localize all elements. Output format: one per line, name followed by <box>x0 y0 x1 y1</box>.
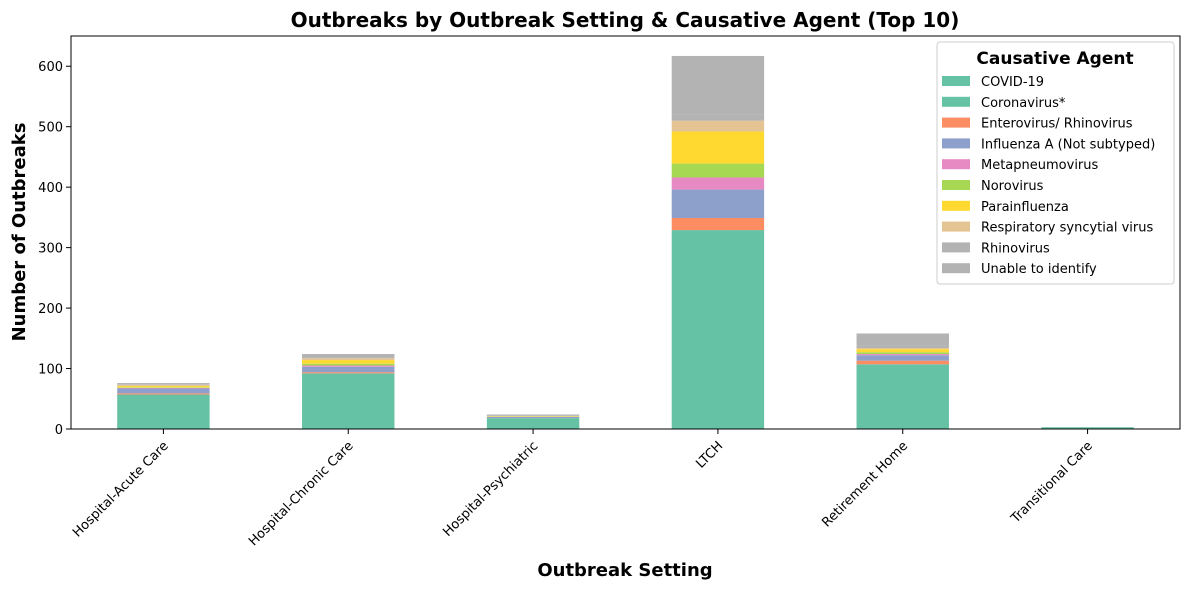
legend-label: Norovirus <box>981 179 1044 194</box>
legend-label: Metapneumovirus <box>981 158 1099 173</box>
y-axis: 0 100 200 300 400 500 600 <box>38 60 71 438</box>
x-tick-label: Retirement Home <box>819 439 911 531</box>
bar-segment <box>117 383 210 385</box>
bar-segment <box>302 360 395 364</box>
bar-segment <box>486 414 580 416</box>
legend-swatch <box>942 96 970 107</box>
bar-segment <box>302 365 395 367</box>
legend-label: Respiratory syncytial virus <box>981 221 1153 236</box>
y-tick-label: 0 <box>55 423 63 438</box>
x-tick-label: Transitional Care <box>1008 439 1096 527</box>
bar-segment <box>486 416 580 417</box>
bar-segment <box>486 418 580 429</box>
y-tick-label: 200 <box>38 302 63 317</box>
legend-title: Causative Agent <box>976 49 1133 69</box>
bar-segment <box>856 364 949 429</box>
bar-segment <box>856 347 949 350</box>
legend-items: COVID-19 Coronavirus* Enterovirus/ Rhinovi… <box>942 75 1155 277</box>
legend-swatch <box>942 180 970 190</box>
legend: Causative Agent COVID-19 Coronavirus* Ente… <box>936 41 1175 285</box>
bar-segment <box>671 217 765 231</box>
bar-segment <box>117 393 210 395</box>
chart-title: Outbreaks by Outbreak Setting & Causativ… <box>291 8 960 32</box>
x-tick-label: Hospital-Psychiatric <box>440 439 541 540</box>
legend-swatch <box>942 242 970 253</box>
bar-segment <box>856 354 949 356</box>
legend-label: Enterovirus/ Rhinovirus <box>981 117 1133 132</box>
y-axis-label: Number of Outbreaks <box>9 123 30 342</box>
legend-label: Coronavirus* <box>981 96 1066 111</box>
bar-segment <box>671 189 765 218</box>
bar-segment <box>671 55 765 115</box>
y-tick-label: 100 <box>38 363 63 378</box>
bar-segment <box>117 384 210 385</box>
y-tick-label: 300 <box>38 242 63 257</box>
bar-segment <box>117 394 210 429</box>
legend-label: Parainfluenza <box>981 200 1069 215</box>
bar-segment <box>117 387 210 389</box>
legend-swatch <box>942 138 970 149</box>
bars-layer <box>117 55 1134 429</box>
bar-segment <box>1041 427 1134 429</box>
legend-label: COVID-19 <box>981 75 1044 90</box>
bar-segment <box>486 416 580 419</box>
bar-segment <box>302 358 395 361</box>
bar-segment <box>117 387 210 388</box>
legend-swatch <box>942 221 970 232</box>
bar-segment <box>856 349 949 353</box>
x-tick-label: LTCH <box>693 439 726 472</box>
legend-frame <box>936 41 1175 285</box>
bar-segment <box>302 354 395 358</box>
x-axis: Hospital-Acute Care Hospital-Chronic Care… <box>70 429 1096 549</box>
y-tick-label: 400 <box>38 181 63 196</box>
bar-segment <box>671 114 765 121</box>
bar-segment <box>671 177 765 190</box>
bar-segment <box>117 388 210 394</box>
legend-swatch <box>942 263 970 274</box>
y-tick-label: 500 <box>38 121 63 136</box>
bar-segment <box>302 357 395 359</box>
legend-label: Unable to identify <box>981 262 1097 277</box>
bar-segment <box>302 372 395 374</box>
bar-segment <box>856 355 949 361</box>
bar-segment <box>117 384 210 387</box>
bar-segment <box>856 360 949 365</box>
bar-segment <box>671 131 765 164</box>
legend-label: Rhinovirus <box>981 241 1050 256</box>
y-tick-label: 600 <box>38 60 63 75</box>
bar-segment <box>856 333 949 346</box>
bar-segment <box>117 386 210 388</box>
x-axis-label: Outbreak Setting <box>537 560 712 581</box>
bar-segment <box>671 230 765 429</box>
legend-swatch <box>942 117 970 128</box>
bar-segment <box>302 373 395 429</box>
plot-frame <box>70 35 1181 430</box>
legend-swatch <box>942 159 970 170</box>
bar-segment <box>856 352 949 355</box>
x-tick-label: Hospital-Acute Care <box>70 439 172 541</box>
bar-segment <box>856 345 949 348</box>
legend-label: Influenza A (Not subtyped) <box>981 137 1155 152</box>
x-tick-label: Hospital-Chronic Care <box>246 439 357 550</box>
bar-segment <box>302 363 395 366</box>
legend-swatch <box>942 200 970 211</box>
bar-segment <box>302 366 395 373</box>
legend-swatch <box>942 76 970 86</box>
bar-segment <box>486 415 580 417</box>
bar-segment <box>671 120 765 132</box>
bar-segment <box>671 163 765 178</box>
